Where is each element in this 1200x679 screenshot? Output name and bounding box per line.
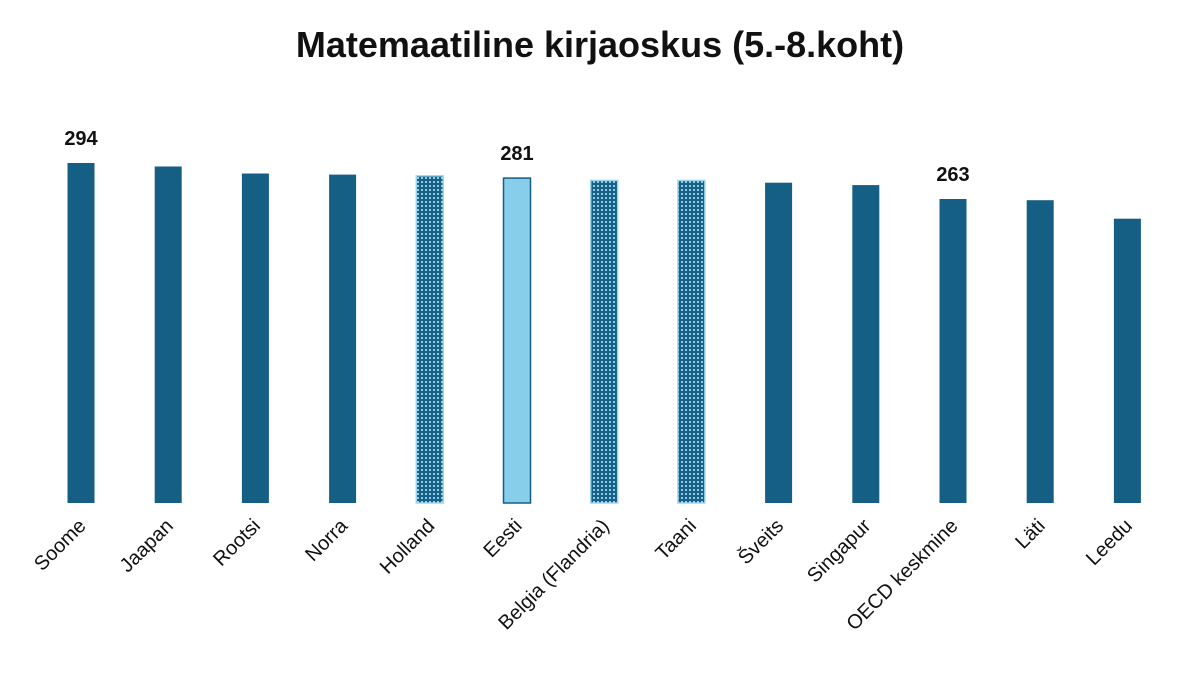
- category-label-leedu: Leedu: [1082, 515, 1137, 570]
- bar-holland: [415, 175, 445, 504]
- category-label-rootsi: Rootsi: [209, 515, 265, 571]
- category-label-singapur: Singapur: [803, 515, 875, 587]
- bar-oecd-keskmine: [939, 199, 967, 503]
- bar-leedu: [1113, 218, 1141, 503]
- category-label-jaapan: Jaapan: [116, 515, 178, 577]
- category-label-lati: Läti: [1011, 515, 1049, 553]
- bar-sveits: [765, 182, 793, 503]
- bar-belgia-flandria: [589, 179, 619, 504]
- category-label-norra: Norra: [301, 514, 353, 566]
- bar-norra: [329, 174, 357, 503]
- category-label-holland: Holland: [376, 515, 440, 579]
- value-label-eesti: 281: [500, 143, 533, 165]
- bar-eesti: [502, 177, 532, 504]
- value-label-oecd-keskmine: 263: [936, 164, 969, 186]
- category-label-sveits: Šveits: [733, 514, 788, 569]
- bars-group: [67, 163, 1141, 504]
- category-label-taani: Taani: [652, 515, 701, 564]
- category-label-eesti: Eesti: [480, 515, 527, 562]
- value-label-soome: 294: [64, 128, 98, 150]
- bar-jaapan: [154, 166, 182, 503]
- bar-rootsi: [241, 173, 269, 503]
- bar-singapur: [852, 185, 880, 503]
- bar-soome: [67, 163, 95, 503]
- chart-title: Matemaatiline kirjaoskus (5.-8.koht): [295, 24, 905, 65]
- bar-taani: [677, 179, 706, 504]
- value-labels-group: 294 281 263: [64, 128, 969, 186]
- category-labels-group: Soome Jaapan Rootsi Norra Holland EestiBelgia…: [30, 514, 1137, 635]
- category-label-soome: Soome: [30, 515, 90, 575]
- bar-lati: [1026, 200, 1054, 503]
